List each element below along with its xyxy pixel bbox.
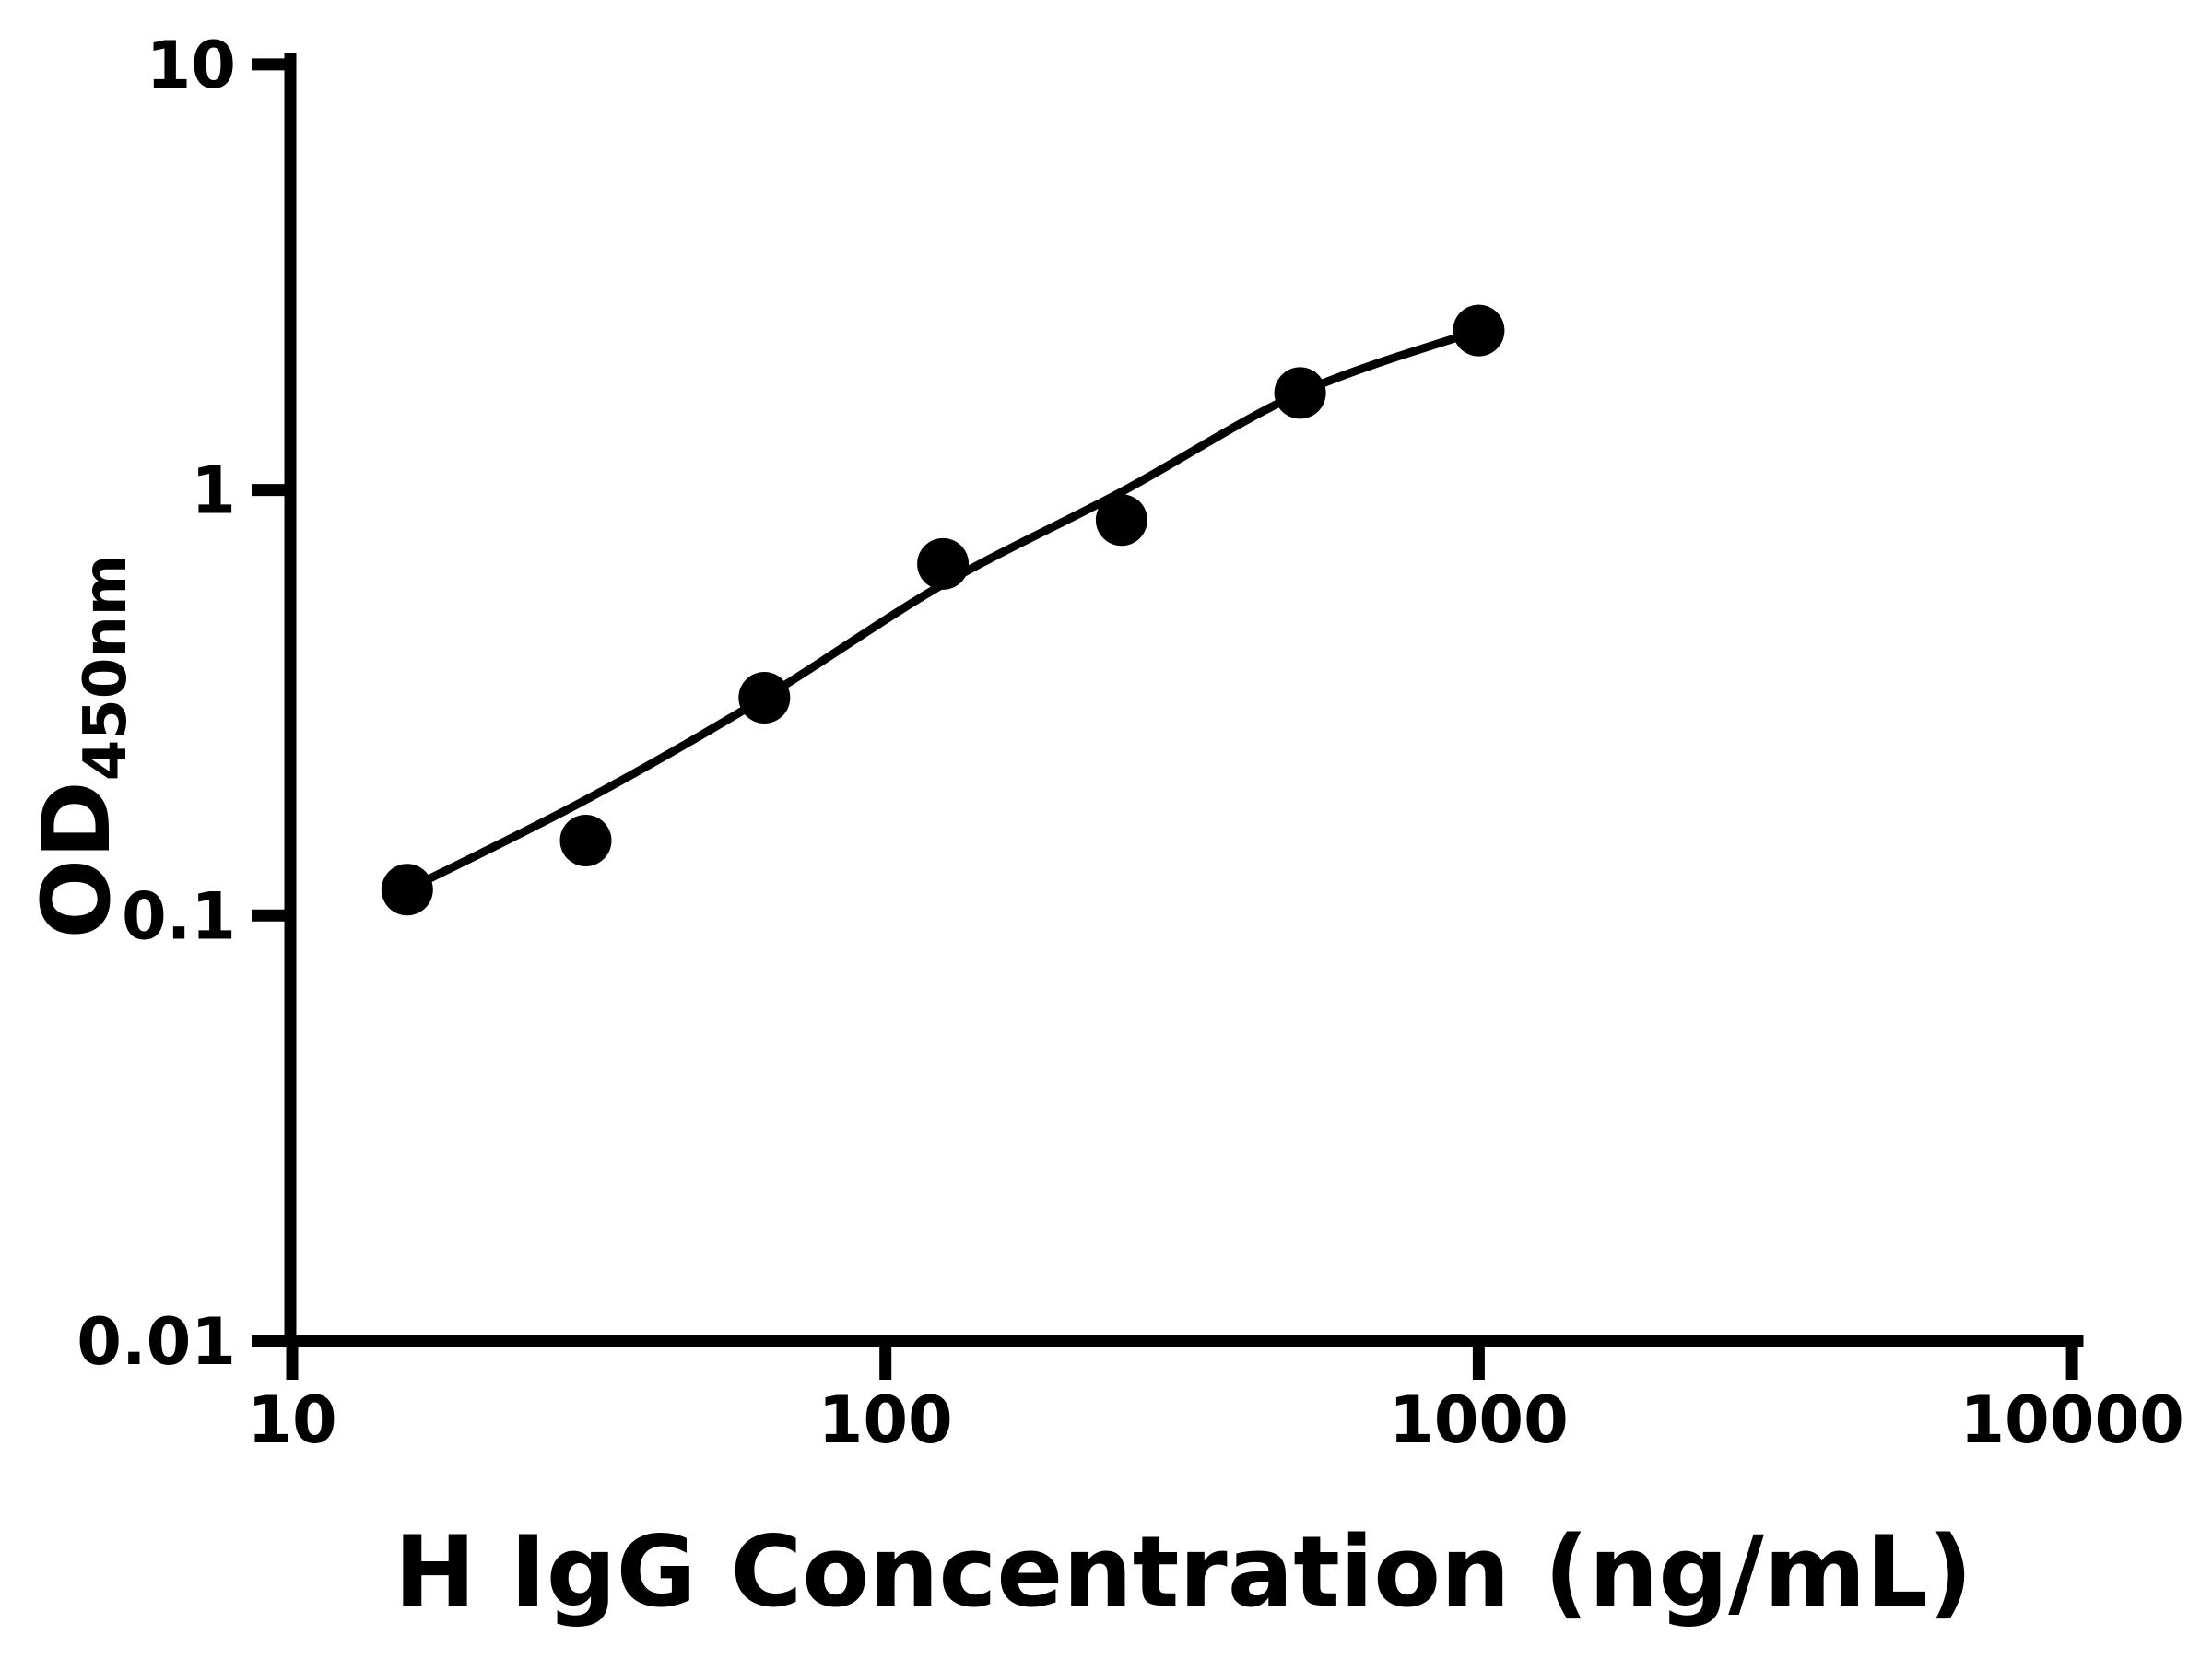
x-tick-label: 10000 (1959, 1382, 2184, 1458)
x-axis-title: H IgG Concentration (ng/mL) (394, 1515, 1973, 1629)
y-tick-label: 0.1 (122, 878, 236, 954)
fit-curve (403, 326, 1483, 894)
x-tick-label: 10 (247, 1382, 336, 1458)
y-axis-title-main: OD (22, 781, 132, 938)
data-point (1095, 494, 1147, 547)
data-point (1274, 367, 1326, 419)
y-tick-label: 0.01 (76, 1304, 236, 1380)
y-tick-label: 10 (147, 28, 236, 103)
data-point (381, 864, 433, 916)
data-point (738, 672, 791, 724)
data-point (1453, 304, 1505, 357)
y-axis-title: OD450nm (22, 554, 140, 938)
y-axis-title-subscript: 450nm (72, 554, 140, 781)
x-tick-label: 1000 (1389, 1382, 1569, 1458)
data-point (917, 537, 970, 590)
x-tick-label: 100 (818, 1382, 953, 1458)
data-point (559, 815, 612, 866)
y-tick-label: 1 (191, 453, 236, 529)
